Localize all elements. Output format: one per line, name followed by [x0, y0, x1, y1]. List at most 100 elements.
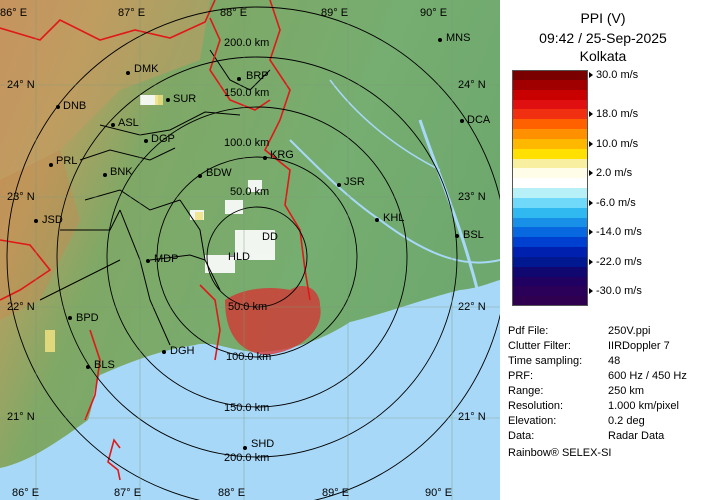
range-rings [6, 6, 500, 500]
city-label: SHD [251, 438, 275, 450]
city-marker [166, 98, 170, 102]
ring-label: 200.0 km [224, 452, 270, 464]
lon-label-bottom: 86° E [12, 487, 40, 499]
city-marker [198, 174, 202, 178]
city-label: MNS [446, 32, 471, 44]
scale-band [512, 286, 588, 297]
lat-label-right: 23° N [458, 191, 486, 203]
parameter-value: Radar Data [608, 430, 665, 442]
city-marker [34, 219, 38, 223]
parameter-key: Clutter Filter: [508, 340, 571, 352]
lat-label-right: 22° N [458, 301, 486, 313]
scale-band [512, 227, 588, 238]
city-label: DNB [63, 100, 87, 112]
radar-map: 86° E 87° E 88° E 89° E 90° E 86° E 87° … [0, 0, 500, 500]
lat-label-left: 22° N [7, 301, 35, 313]
scale-band [512, 129, 588, 140]
city-marker [337, 183, 341, 187]
city-label: MDP [154, 253, 179, 265]
parameter-value: IIRDoppler 7 [608, 340, 670, 352]
parameter-row: Data: Radar Data [508, 430, 664, 443]
scale-band [512, 89, 588, 100]
parameter-value: 48 [608, 355, 621, 367]
city-marker [86, 365, 90, 369]
scale-frame [512, 70, 588, 306]
scale-band [512, 207, 588, 218]
city-label: PRL [56, 155, 78, 167]
vendor-label: Rainbow® SELEX-SI [508, 447, 612, 459]
city-marker [243, 446, 247, 450]
scale-tick [589, 71, 593, 78]
ring-label: 150.0 km [224, 87, 270, 99]
parameter-row: Time sampling: 48 [508, 355, 620, 368]
scale-label: 10.0 m/s [596, 137, 639, 150]
scale-band [512, 178, 588, 189]
city-marker [375, 218, 379, 222]
scale-tick [589, 111, 593, 118]
lon-label-top: 89° E [321, 7, 349, 19]
city-marker [237, 77, 241, 81]
scale-label: -22.0 m/s [596, 255, 642, 268]
parameter-key: Time sampling: [508, 355, 583, 367]
velocity-color-scale [512, 70, 588, 307]
city-marker [438, 38, 442, 42]
scale-band [512, 217, 588, 228]
station-name: Kolkata [579, 48, 627, 64]
scale-band [512, 247, 588, 258]
lon-label-bottom: 88° E [218, 487, 246, 499]
city-label: BDW [206, 167, 232, 179]
city-marker [162, 350, 166, 354]
scale-label: 30.0 m/s [596, 68, 639, 81]
scale-band [512, 70, 588, 81]
parameter-value: 600 Hz / 450 Hz [608, 370, 687, 382]
lon-label-top: 86° E [0, 7, 28, 19]
city-label: KHL [383, 212, 405, 224]
city-label: JSD [42, 214, 63, 226]
city-label: KRG [270, 149, 294, 161]
map-svg [0, 0, 500, 500]
lon-label-top: 90° E [420, 7, 448, 19]
scale-band [512, 168, 588, 179]
city-label: HLD [228, 251, 251, 263]
parameter-row: PRF: 600 Hz / 450 Hz [508, 370, 687, 383]
scale-tick [589, 258, 593, 265]
scale-tick [589, 229, 593, 236]
scale-band [512, 79, 588, 91]
lon-label-top: 87° E [118, 7, 146, 19]
city-label: SUR [173, 93, 197, 105]
parameter-value: 250V.ppi [608, 325, 651, 337]
city-label: BPD [76, 312, 99, 324]
scale-tick [589, 170, 593, 177]
scale-band [512, 266, 588, 277]
city-label: DGP [151, 133, 175, 145]
scale-band [512, 119, 588, 130]
lon-label-bottom: 90° E [425, 487, 453, 499]
lon-label-bottom: 89° E [322, 487, 350, 499]
city-label: DMK [134, 63, 159, 75]
city-label: DCA [467, 114, 491, 126]
scale-label: 2.0 m/s [596, 167, 633, 180]
product-title: PPI (V) [580, 10, 626, 26]
city-marker [103, 173, 107, 177]
scale-band [512, 99, 588, 110]
parameter-value: 1.000 km/pixel [608, 400, 679, 412]
scale-band [512, 256, 588, 268]
scale-band [512, 109, 588, 120]
city-marker [56, 105, 60, 109]
city-label: BSL [463, 229, 484, 241]
scale-tick [589, 140, 593, 147]
city-marker [263, 156, 267, 160]
parameter-row: Range: 250 km [508, 385, 644, 398]
scale-tick [589, 288, 593, 295]
city-marker [68, 316, 72, 320]
parameter-key: Range: [508, 385, 544, 397]
city-marker [126, 71, 130, 75]
ring-label: 100.0 km [226, 351, 272, 363]
product-datetime: 09:42 / 25-Sep-2025 [539, 30, 667, 46]
lat-label-left: 23° N [7, 191, 35, 203]
scale-tick [589, 199, 593, 206]
parameter-row: Resolution: 1.000 km/pixel [508, 400, 679, 413]
scale-band [512, 237, 588, 248]
parameter-key: Resolution: [508, 400, 564, 412]
